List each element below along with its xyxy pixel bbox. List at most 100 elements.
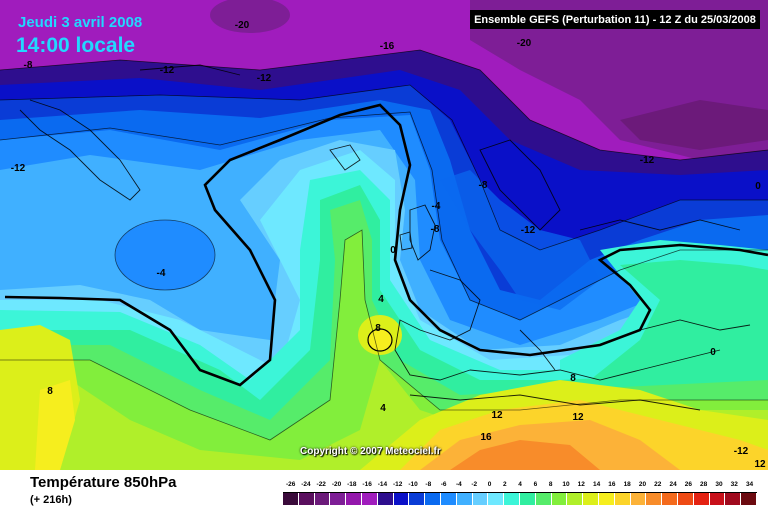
legend-swatch <box>519 493 536 505</box>
coast-greenland <box>19 99 141 201</box>
legend-swatch <box>298 493 315 505</box>
isotherm-label: 12 <box>572 412 584 423</box>
isotherm-label: -12 <box>256 73 272 84</box>
legend-swatch <box>456 493 473 505</box>
isotherm-label: 8 <box>375 323 381 334</box>
isotherm-label: -20 <box>516 38 532 49</box>
isotherm-label: 4 <box>378 294 384 305</box>
isotherm-label: -12 <box>10 163 26 174</box>
legend-tick-label: 10 <box>562 481 570 488</box>
legend-swatch <box>425 493 441 505</box>
coastlines <box>19 64 751 411</box>
coast-ireland <box>399 231 413 251</box>
legend-tick-label: 8 <box>548 481 553 488</box>
map-footer <box>0 470 768 512</box>
coast-france-iberia <box>394 269 481 381</box>
isotherm-label: -12 <box>733 446 749 457</box>
isotherm-label: 0 <box>710 347 716 358</box>
model-run-info: Ensemble GEFS (Perturbation 11) - 12 Z d… <box>470 10 760 29</box>
legend-swatch <box>598 493 615 505</box>
isotherm-label: 8 <box>570 373 576 384</box>
legend-tick-label: 14 <box>592 481 601 488</box>
isotherm-label: -20 <box>234 20 250 31</box>
legend-tick-label: 6 <box>533 481 538 488</box>
legend-swatch <box>504 493 520 505</box>
legend-swatch <box>472 493 489 505</box>
legend-tick-label: -4 <box>456 481 462 488</box>
legend-swatch <box>551 493 568 505</box>
isotherm-label: -4 <box>156 268 166 279</box>
legend-swatch <box>314 493 331 505</box>
legend-tick-label: 28 <box>700 481 708 488</box>
legend-tick-label: 26 <box>684 481 692 488</box>
forecast-date: Jeudi 3 avril 2008 <box>18 14 143 31</box>
legend-tick-label: 20 <box>638 481 647 488</box>
legend-tick-label: -26 <box>285 481 296 488</box>
legend-tick-label: -16 <box>362 481 372 488</box>
isotherm-iberia-loop <box>367 328 393 352</box>
isotherm-label: -8 <box>478 180 488 191</box>
legend-swatch <box>646 493 663 505</box>
band-sahara-dark-orange <box>450 440 600 470</box>
coast-mediterranean <box>469 349 721 381</box>
legend-swatch <box>662 493 678 505</box>
band-darkest-purple <box>620 100 768 150</box>
legend-tick-label: 12 <box>577 481 585 488</box>
isotherm-zero-line <box>4 103 768 387</box>
legend-swatch <box>488 493 505 505</box>
legend-tick-label: -6 <box>440 481 447 488</box>
forecast-time: 14:00 locale <box>16 34 136 57</box>
legend-tick-label: 22 <box>654 481 662 488</box>
legend-tick-label: -12 <box>393 481 403 488</box>
legend-swatch <box>393 493 410 505</box>
isotherm-line-3 <box>0 49 768 161</box>
coast-italy <box>519 329 556 371</box>
coast-arctic <box>139 64 241 76</box>
legend-swatch <box>614 493 631 505</box>
legend-tick-label: -2 <box>471 481 478 488</box>
cold-pocket <box>115 220 215 290</box>
isotherm-label: -12 <box>520 225 536 236</box>
legend-swatch <box>567 493 584 505</box>
legend-tick-label: 32 <box>730 481 738 488</box>
legend-tick-label: 30 <box>715 481 723 488</box>
copyright-notice: Copyright © 2007 Meteociel.fr <box>300 446 441 457</box>
legend-tick-label: -22 <box>316 481 326 488</box>
coast-scandinavia <box>479 139 561 231</box>
legend-swatch <box>709 493 726 505</box>
isotherm-loop <box>114 219 216 291</box>
legend-swatch <box>283 493 299 505</box>
legend-tick-label: -18 <box>347 481 357 488</box>
coast-black-sea <box>639 319 751 331</box>
legend-swatch <box>409 493 426 505</box>
legend-swatch <box>583 493 599 505</box>
color-scale-legend: -26 -24 -22 -20 -18 -16 -14 -12 -10 -8 -6 -4 -2 0 2 4 6 8… <box>283 480 757 508</box>
isotherm-label: 8 <box>47 386 53 397</box>
legend-swatch <box>361 493 378 505</box>
legend-ticks: -26 -24 -22 -20 -18 -16 -14 -12 -10 -8 -6 -4 -2 0 2 4 6 8… <box>283 480 757 490</box>
legend-swatch <box>535 493 552 505</box>
isotherm-label: -4 <box>431 201 441 212</box>
band-warm-west-core <box>35 380 75 470</box>
legend-tick-label: 0 <box>487 481 492 488</box>
legend-tick-label: 34 <box>745 481 754 488</box>
isotherm-label: 16 <box>480 432 492 443</box>
isotherm-label: 0 <box>755 181 761 192</box>
legend-swatch <box>346 493 362 505</box>
legend-tick-label: -10 <box>408 481 418 488</box>
isotherm-label: -12 <box>639 155 655 166</box>
isotherm-label: 0 <box>390 245 396 256</box>
legend-tick-label: -14 <box>377 481 388 488</box>
band-purple-core <box>210 0 290 33</box>
legend-swatch <box>741 493 757 505</box>
forecast-lead-time: (+ 216h) <box>30 494 72 506</box>
legend-tick-label: -24 <box>301 481 311 488</box>
legend-swatch <box>330 493 347 505</box>
isotherm-label: -8 <box>23 60 33 71</box>
temperature-field <box>0 0 768 470</box>
isotherm-line-4 <box>0 229 768 441</box>
legend-tick-label: 16 <box>608 481 616 488</box>
legend-tick-label: 4 <box>518 481 522 488</box>
legend-swatch <box>440 493 457 505</box>
isotherm-label: 12 <box>491 410 503 421</box>
